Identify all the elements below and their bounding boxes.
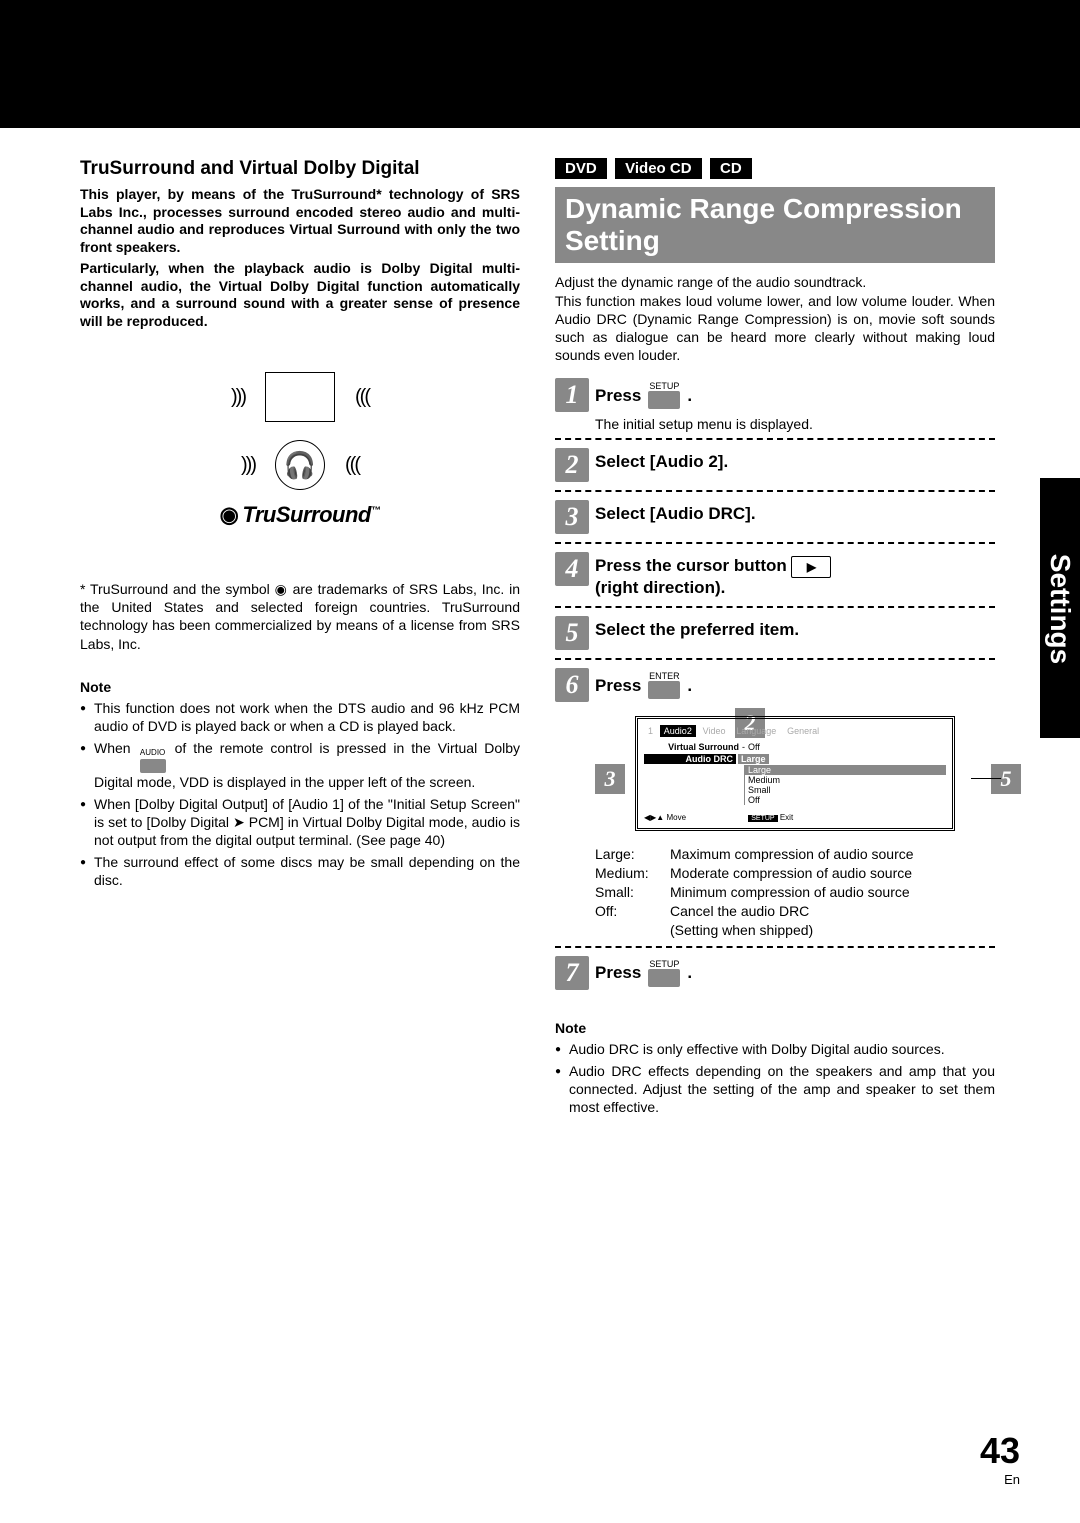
- osd-tabs: 1 Audio2 Video Language General: [644, 725, 946, 737]
- center-speaker-icon: [265, 372, 335, 422]
- step-divider: [555, 606, 995, 608]
- callout-3-icon: 3: [595, 764, 625, 794]
- right-note-2: Audio DRC effects depending on the speak…: [555, 1062, 995, 1117]
- cursor-right-icon: ▶: [791, 556, 831, 578]
- step-number-5: 5: [555, 616, 589, 650]
- audio-button-icon: AUDIO: [140, 748, 166, 772]
- trusurround-logo: TruSurround™: [220, 502, 381, 528]
- step-number-6: 6: [555, 668, 589, 702]
- step-2: 2 Select [Audio 2].: [555, 444, 995, 486]
- trusurround-para-1: This player, by means of the TruSurround…: [80, 186, 520, 256]
- osd-screenshot: 2 3 5 1 Audio2 Video Language General Vi…: [595, 716, 995, 831]
- left-note-3: When [Dolby Digital Output] of [Audio 1]…: [80, 795, 520, 850]
- trademark-note: * TruSurround and the symbol ◉ are trade…: [80, 580, 520, 653]
- osd-option-small: Small: [744, 785, 946, 795]
- step-divider: [555, 490, 995, 492]
- page-number: 43 En: [980, 1430, 1020, 1487]
- step-number-3: 3: [555, 500, 589, 534]
- drc-options-description: Large:Maximum compression of audio sourc…: [595, 845, 995, 939]
- step-1-sub: The initial setup menu is displayed.: [595, 416, 995, 432]
- right-note-1: Audio DRC is only effective with Dolby D…: [555, 1040, 995, 1058]
- sound-waves-icon: ))): [241, 454, 255, 477]
- left-note-2: When AUDIO of the remote control is pres…: [80, 739, 520, 791]
- videocd-badge: Video CD: [615, 158, 701, 179]
- drc-intro: Adjust the dynamic range of the audio so…: [555, 273, 995, 364]
- trusurround-para-2: Particularly, when the playback audio is…: [80, 260, 520, 330]
- disc-type-badges: DVD Video CD CD: [555, 158, 995, 179]
- step-divider: [555, 438, 995, 440]
- listener-icon: [275, 440, 325, 490]
- left-note-4: The surround effect of some discs may be…: [80, 853, 520, 889]
- step-4: 4 Press the cursor button ▶ (right direc…: [555, 548, 995, 602]
- step-7: 7 Press SETUP.: [555, 952, 995, 994]
- step-number-7: 7: [555, 956, 589, 990]
- section-tab-label: Settings: [1044, 549, 1076, 669]
- note-heading-left: Note: [80, 679, 520, 695]
- speaker-illustration: ))) ((( ))) ((( TruSurround™: [80, 340, 520, 560]
- osd-option-medium: Medium: [744, 775, 946, 785]
- callout-5-icon: 5: [991, 764, 1021, 794]
- step-divider: [555, 542, 995, 544]
- osd-option-large: Large: [744, 765, 946, 775]
- setup-button-icon: SETUP: [648, 382, 680, 409]
- step-number-4: 4: [555, 552, 589, 586]
- sound-waves-icon: (((: [345, 454, 359, 477]
- drc-title: Dynamic Range Compression Setting: [555, 187, 995, 263]
- dvd-badge: DVD: [555, 158, 607, 179]
- step-3: 3 Select [Audio DRC].: [555, 496, 995, 538]
- step-divider: [555, 946, 995, 948]
- step-divider: [555, 658, 995, 660]
- enter-button-icon: ENTER: [648, 672, 680, 699]
- osd-audio-drc-label: Audio DRC: [644, 754, 736, 764]
- top-black-bar: [0, 0, 1080, 128]
- sound-waves-icon: ))): [231, 386, 245, 409]
- left-note-1: This function does not work when the DTS…: [80, 699, 520, 735]
- cd-badge: CD: [710, 158, 752, 179]
- setup-button-icon: SETUP: [648, 960, 680, 987]
- trusurround-heading: TruSurround and Virtual Dolby Digital: [80, 158, 520, 180]
- step-6: 6 Press ENTER.: [555, 664, 995, 706]
- step-5: 5 Select the preferred item.: [555, 612, 995, 654]
- step-1: 1 Press SETUP.: [555, 374, 995, 416]
- step-number-1: 1: [555, 378, 589, 412]
- section-tab: Settings: [1040, 478, 1080, 738]
- note-heading-right: Note: [555, 1020, 995, 1036]
- step-number-2: 2: [555, 448, 589, 482]
- sound-waves-icon: (((: [355, 386, 369, 409]
- osd-option-off: Off: [744, 795, 946, 805]
- move-indicator-icon: ◀▶▲: [644, 813, 664, 822]
